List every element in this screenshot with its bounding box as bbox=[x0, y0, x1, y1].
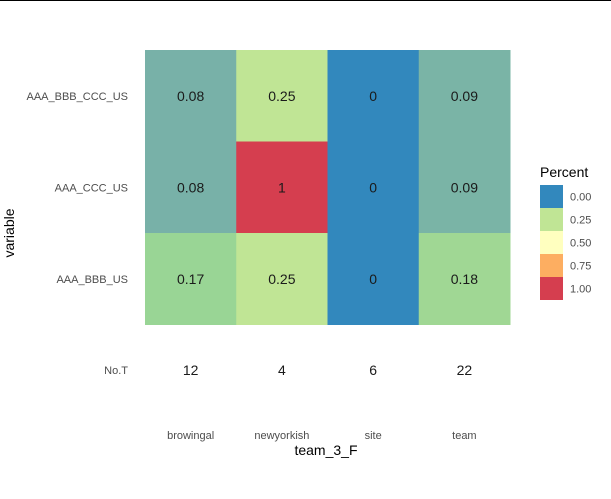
x-axis-tick-labels: browingal newyorkish site team bbox=[167, 430, 477, 442]
legend-swatch bbox=[540, 254, 563, 277]
top-border-line bbox=[0, 0, 611, 1]
heatmap-cell bbox=[327, 50, 420, 142]
no-t-value: 12 bbox=[183, 362, 199, 378]
heatmap-cell bbox=[236, 141, 328, 234]
cell-value-label: 0.08 bbox=[177, 179, 204, 195]
x-tick-label: team bbox=[452, 430, 476, 442]
y-axis-title: variable bbox=[1, 208, 17, 257]
legend: Percent 0.00 0.25 0.50 0.75 1.00 bbox=[540, 164, 591, 300]
legend-entry-label: 0.25 bbox=[570, 215, 591, 227]
cell-value-label: 0.08 bbox=[177, 88, 204, 104]
legend-entry-label: 0.75 bbox=[570, 261, 591, 273]
cell-value-label: 0 bbox=[369, 271, 377, 287]
cell-value-label: 0.17 bbox=[177, 271, 204, 287]
heatmap-cell bbox=[418, 141, 511, 234]
y-tick-label: AAA_CCC_US bbox=[55, 182, 128, 194]
heatmap-cell bbox=[145, 50, 237, 142]
no-t-row-label: No.T bbox=[104, 365, 128, 377]
legend-entry-label: 0.00 bbox=[570, 192, 591, 204]
cell-value-label: 0.09 bbox=[451, 88, 478, 104]
heatmap-cell bbox=[145, 141, 237, 234]
legend-entry-label: 0.50 bbox=[570, 238, 591, 250]
heatmap-cell bbox=[418, 233, 511, 325]
cell-value-label: 0.18 bbox=[451, 271, 478, 287]
heatmap-cell bbox=[236, 233, 328, 325]
heatmap-cell bbox=[236, 50, 328, 142]
x-tick-label: newyorkish bbox=[254, 430, 309, 442]
cell-value-label: 0.09 bbox=[451, 179, 478, 195]
x-tick-label: browingal bbox=[167, 430, 214, 442]
legend-entry-label: 1.00 bbox=[570, 284, 591, 296]
y-tick-label: AAA_BBB_US bbox=[56, 274, 128, 286]
cell-value-label: 1 bbox=[278, 179, 286, 195]
y-tick-label: AAA_BBB_CCC_US bbox=[27, 91, 129, 103]
legend-swatch bbox=[540, 208, 563, 231]
cell-value-label: 0 bbox=[369, 179, 377, 195]
no-t-value: 6 bbox=[369, 362, 377, 378]
legend-swatch bbox=[540, 277, 563, 300]
no-t-value: 4 bbox=[278, 362, 286, 378]
legend-title: Percent bbox=[540, 164, 588, 180]
legend-swatch bbox=[540, 185, 563, 208]
heatmap-cell bbox=[418, 50, 511, 142]
cell-value-label: 0 bbox=[369, 88, 377, 104]
legend-swatch bbox=[540, 231, 563, 254]
no-t-value: 22 bbox=[457, 362, 473, 378]
heatmap-cells: 0.08 0.25 0 0.09 0.08 1 0 0.09 0.17 0.25 0 0.18 bbox=[145, 50, 511, 325]
x-tick-label: site bbox=[365, 430, 382, 442]
heatmap-cell bbox=[145, 233, 237, 325]
heatmap-cell bbox=[327, 141, 420, 234]
heatmap-cell bbox=[327, 233, 420, 325]
y-axis-tick-labels: AAA_BBB_CCC_US AAA_CCC_US AAA_BBB_US bbox=[27, 91, 129, 286]
no-t-row: No.T 12 4 6 22 bbox=[104, 362, 472, 378]
x-axis-title: team_3_F bbox=[294, 442, 357, 458]
cell-value-label: 0.25 bbox=[268, 88, 295, 104]
cell-value-label: 0.25 bbox=[268, 271, 295, 287]
